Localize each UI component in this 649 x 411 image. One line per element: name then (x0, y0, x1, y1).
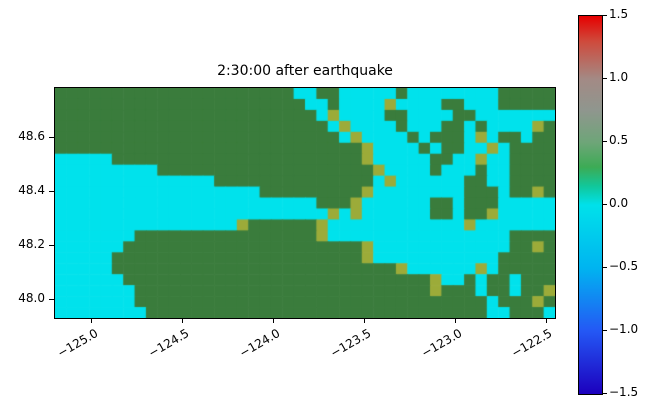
colorbar-tick-label: 1.5 (609, 7, 629, 21)
y-tick-mark (49, 244, 54, 246)
colorbar-tick-mark (603, 204, 607, 205)
colorbar-tick-label: −1.5 (609, 385, 639, 399)
colorbar-tick-mark (603, 141, 607, 142)
x-tick-mark (182, 318, 184, 323)
x-tick-mark (91, 318, 93, 323)
y-tick-mark (49, 299, 54, 301)
colorbar-tick-mark (603, 78, 607, 79)
colorbar-tick-label: 0.0 (609, 196, 629, 210)
x-tick-label: −123.0 (418, 326, 464, 361)
x-tick-label: −125.0 (54, 326, 101, 361)
x-tick-mark (364, 318, 366, 323)
colorbar-tick-mark (603, 393, 607, 394)
colorbar-tick-label: −1.0 (609, 322, 639, 336)
plot-area (54, 87, 556, 319)
x-tick-label: −123.5 (327, 326, 374, 361)
x-tick-mark (273, 318, 275, 323)
y-tick-mark (49, 136, 54, 138)
colorbar-tick-label: −0.5 (609, 259, 639, 273)
y-tick-label: 48.0 (18, 291, 45, 306)
y-tick-label: 48.6 (18, 128, 45, 143)
colorbar-tick-mark (603, 330, 607, 331)
y-tick-label: 48.4 (18, 182, 45, 197)
y-tick-label: 48.2 (18, 236, 45, 251)
colorbar-tick-mark (603, 267, 607, 268)
colorbar-tick-label: 0.5 (609, 133, 629, 147)
x-tick-mark (455, 318, 456, 323)
colorbar-tick-mark (603, 15, 607, 16)
y-tick-mark (49, 190, 54, 192)
colorbar-tick-label: 1.0 (609, 70, 629, 84)
x-tick-label: −124.0 (236, 326, 283, 361)
heatmap-canvas (55, 88, 555, 318)
colorbar-gradient (578, 15, 603, 395)
x-tick-label: −124.5 (145, 326, 192, 361)
x-tick-label: −122.5 (509, 326, 555, 361)
plot-title: 2:30:00 after earthquake (217, 63, 393, 79)
x-tick-mark (545, 318, 547, 323)
